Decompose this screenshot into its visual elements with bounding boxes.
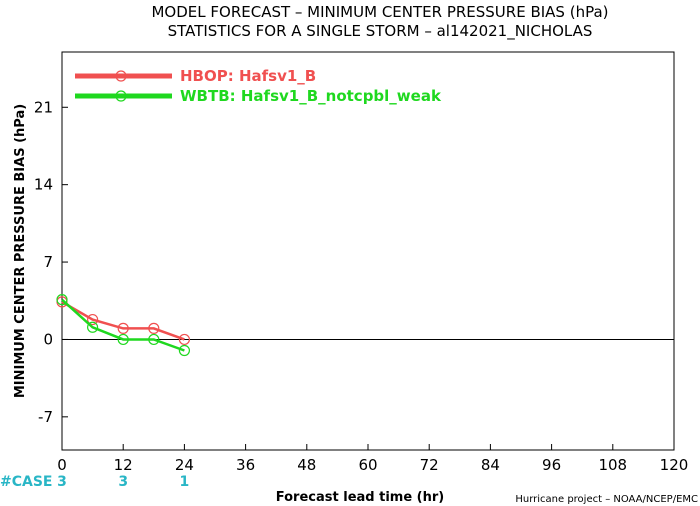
series-point xyxy=(178,344,190,357)
x-tick-label: 96 xyxy=(542,456,561,474)
x-axis-label: Forecast lead time (hr) xyxy=(276,490,444,505)
series-point xyxy=(148,322,160,334)
legend-marker xyxy=(115,70,127,82)
series-point xyxy=(117,322,129,334)
x-tick-label: 24 xyxy=(175,456,194,474)
x-tick-label: 12 xyxy=(114,456,133,474)
case-count: 1 xyxy=(180,474,190,490)
series-point xyxy=(86,313,99,326)
x-tick-label: 108 xyxy=(598,456,627,474)
case-count: 3 xyxy=(57,474,67,490)
series-point xyxy=(148,333,160,346)
y-axis-label: MINIMUM CENTER PRESSURE BIAS (hPa) xyxy=(13,104,28,398)
y-tick-label: 0 xyxy=(43,330,53,348)
y-tick-label: 14 xyxy=(34,176,53,194)
chart-title-line1: MODEL FORECAST – MINIMUM CENTER PRESSURE… xyxy=(151,3,608,21)
x-tick-label: 72 xyxy=(420,456,439,474)
plot-frame xyxy=(61,51,675,451)
y-tick-label: 21 xyxy=(34,98,53,116)
x-tick-label: 48 xyxy=(297,456,316,474)
x-tick-label: 60 xyxy=(358,456,377,474)
series-line xyxy=(61,300,185,341)
y-tick-label: 7 xyxy=(43,253,53,271)
series-point xyxy=(86,321,99,333)
series-point xyxy=(56,294,68,306)
series-line xyxy=(61,298,185,352)
case-count: 3 xyxy=(118,474,128,490)
case-label: #CASE xyxy=(0,474,53,490)
x-tick-label: 36 xyxy=(236,456,255,474)
legend-label: HBOP: Hafsv1_B xyxy=(180,67,316,85)
series-point xyxy=(178,333,190,346)
x-tick-label: 120 xyxy=(660,456,689,474)
legend-label: WBTB: Hafsv1_B_notcpbl_weak xyxy=(180,87,442,105)
y-tick-label: -7 xyxy=(38,408,53,426)
credit-text: Hurricane project – NOAA/NCEP/EMC xyxy=(515,494,698,505)
chart-title-line2: STATISTICS FOR A SINGLE STORM – al142021… xyxy=(168,22,593,41)
x-tick-label: 0 xyxy=(57,456,67,474)
x-tick-label: 84 xyxy=(481,456,500,474)
legend-marker xyxy=(115,90,127,102)
series-point xyxy=(117,333,129,346)
